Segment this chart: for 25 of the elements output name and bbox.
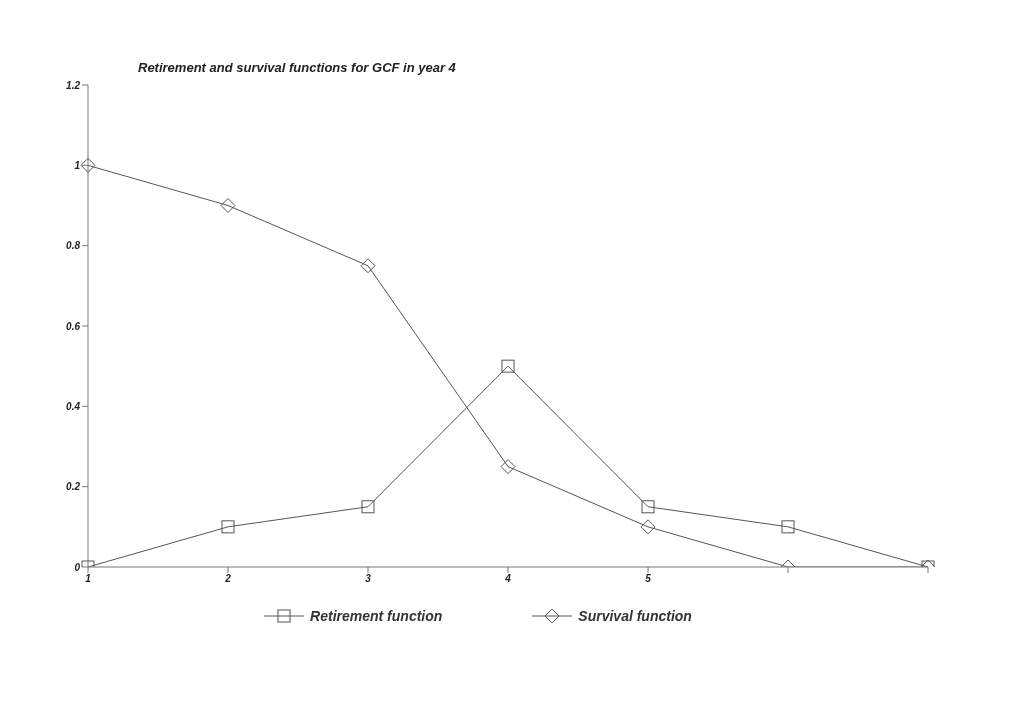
x-tick-label: 2 <box>224 573 232 585</box>
point <box>80 157 96 173</box>
point <box>221 520 235 534</box>
chart-title: Retirement and survival functions for GCF in year 4 <box>137 60 457 75</box>
y-tick-label: 0 <box>74 561 81 573</box>
point <box>500 459 516 475</box>
point <box>360 258 376 274</box>
x-tick-label: 3 <box>365 573 372 585</box>
y-tick-label: 0.2 <box>66 481 81 493</box>
x-tick-label: 5 <box>645 573 652 585</box>
y-tick-label: 0.4 <box>66 400 81 412</box>
point <box>641 500 655 514</box>
point <box>640 519 656 535</box>
y-tick-label: 1 <box>74 159 81 171</box>
y-tick-label: 0.8 <box>66 240 81 252</box>
point <box>501 359 515 373</box>
point <box>220 198 236 213</box>
legend-label: Retirement function <box>310 608 443 624</box>
point <box>361 500 375 514</box>
x-tick-label: 1 <box>85 573 92 585</box>
y-tick-label: 1.2 <box>66 79 81 91</box>
x-tick-label: 4 <box>504 573 512 585</box>
legend-label: Survival function <box>578 608 692 624</box>
y-tick-label: 0.6 <box>66 320 81 332</box>
point <box>781 520 795 534</box>
